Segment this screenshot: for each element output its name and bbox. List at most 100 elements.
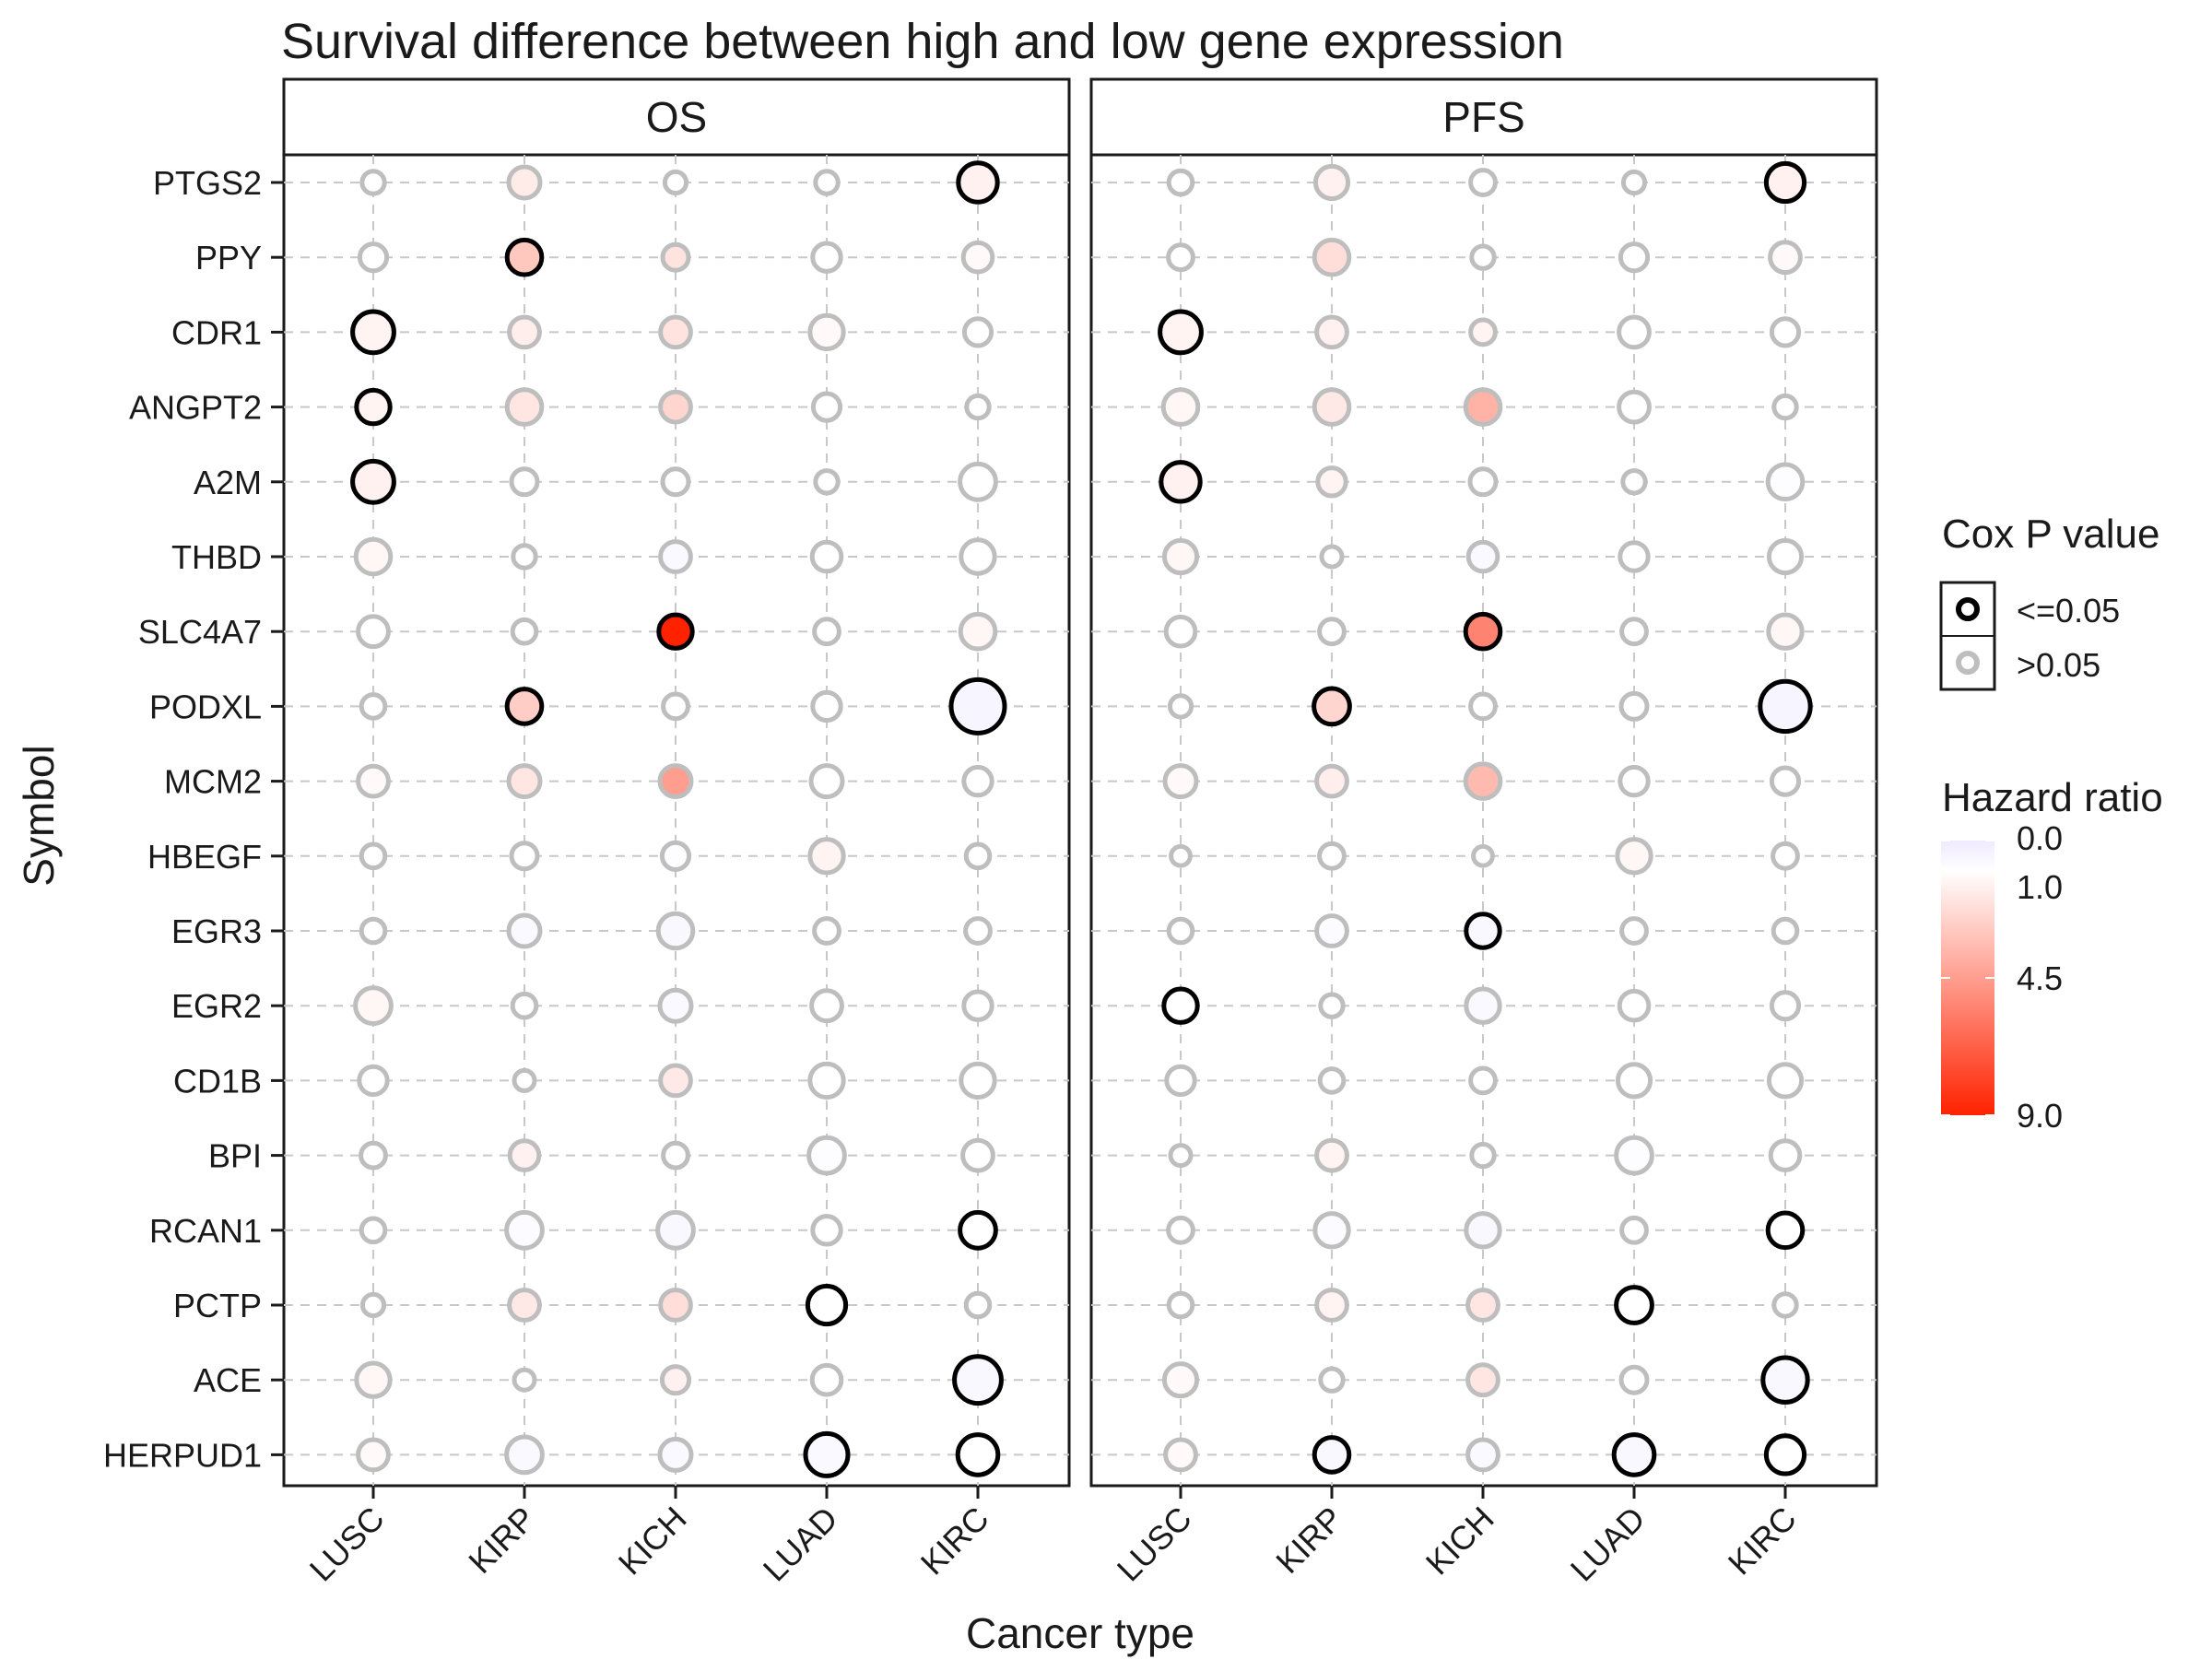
chart-title: Survival difference between high and low…	[281, 14, 1564, 69]
point-pfs-egr2-luad	[1617, 988, 1652, 1023]
y-tick-label-hbegf: HBEGF	[147, 838, 262, 876]
point-pfs-cdr1-luad	[1617, 314, 1652, 350]
point-pfs-cdr1-kich	[1468, 317, 1498, 347]
point-pfs-egr3-kirp	[1314, 913, 1349, 948]
point-pfs-cd1b-kirc	[1766, 1062, 1805, 1100]
y-tick-label-mcm2: MCM2	[164, 763, 262, 801]
point-os-bpi-lusc	[359, 1140, 388, 1171]
point-os-ace-kirp	[512, 1367, 537, 1393]
point-pfs-herpud1-luad	[1611, 1432, 1657, 1477]
point-pfs-slc4a7-kirp	[1317, 617, 1347, 647]
y-tick-label-thbd: THBD	[171, 538, 262, 576]
point-pfs-pctp-luad	[1614, 1285, 1654, 1325]
point-pfs-a2m-kirc	[1765, 462, 1806, 502]
point-pfs-ptgs2-luad	[1620, 169, 1648, 196]
point-os-pctp-lusc	[359, 1291, 387, 1319]
point-pfs-pctp-lusc	[1166, 1290, 1195, 1320]
y-tick-label-angpt2: ANGPT2	[129, 389, 262, 427]
point-os-angpt2-kirp	[504, 387, 545, 427]
point-pfs-thbd-kirc	[1766, 537, 1805, 576]
point-pfs-cd1b-lusc	[1164, 1064, 1197, 1098]
y-tick-label-egr2: EGR2	[171, 987, 262, 1025]
point-pfs-herpud1-kirp	[1312, 1435, 1352, 1475]
point-os-cd1b-luad	[807, 1061, 846, 1100]
point-pfs-cd1b-kich	[1468, 1065, 1498, 1096]
x-tick-label-os-kirc: KIRC	[913, 1500, 996, 1583]
point-pfs-rcan1-luad	[1619, 1215, 1649, 1245]
legend-hr-ticks: 0.0 1.0 4.5 9.0	[1941, 819, 2063, 1135]
x-tick-label-pfs-kirp: KIRP	[1268, 1500, 1349, 1581]
points-os	[350, 160, 1007, 1478]
point-os-angpt2-lusc	[354, 387, 393, 427]
point-os-pctp-kirp	[507, 1288, 542, 1323]
point-pfs-hbegf-luad	[1615, 837, 1653, 876]
point-os-cdr1-lusc	[350, 309, 396, 356]
legend-pvalue-title: Cox P value	[1942, 512, 2159, 557]
point-os-podxl-lusc	[359, 692, 388, 721]
point-os-cd1b-kirp	[512, 1067, 537, 1093]
y-tick-label-a2m: A2M	[194, 464, 262, 501]
point-pfs-ptgs2-kirc	[1763, 160, 1807, 205]
point-pfs-hbegf-kich	[1471, 843, 1495, 868]
point-os-egr3-kirc	[963, 916, 993, 946]
point-os-pctp-kich	[658, 1288, 693, 1323]
point-os-slc4a7-lusc	[356, 614, 391, 650]
grid-pfs	[1091, 155, 1877, 1486]
point-pfs-bpi-kirc	[1768, 1138, 1803, 1172]
point-pfs-ptgs2-lusc	[1166, 168, 1195, 197]
point-os-rcan1-lusc	[359, 1216, 388, 1245]
legend-sig-label: <=0.05	[2017, 592, 2120, 629]
point-os-ace-kich	[659, 1364, 692, 1396]
point-os-thbd-kich	[658, 539, 693, 574]
point-os-herpud1-lusc	[356, 1437, 391, 1473]
point-pfs-cdr1-kirp	[1314, 314, 1349, 350]
point-pfs-slc4a7-kich	[1463, 611, 1503, 652]
point-os-slc4a7-kirp	[510, 617, 539, 646]
point-pfs-herpud1-kirc	[1763, 1433, 1807, 1477]
point-pfs-egr2-kich	[1464, 986, 1502, 1025]
point-pfs-mcm2-luad	[1618, 764, 1651, 798]
point-os-ppy-lusc	[357, 241, 390, 274]
point-pfs-mcm2-kirc	[1769, 765, 1802, 797]
point-os-mcm2-kich	[657, 763, 694, 800]
point-os-ptgs2-luad	[813, 169, 841, 196]
point-pfs-bpi-luad	[1614, 1135, 1654, 1176]
point-pfs-podxl-lusc	[1167, 693, 1194, 720]
point-pfs-herpud1-kich	[1465, 1437, 1500, 1473]
point-pfs-egr3-kirc	[1771, 916, 1800, 946]
point-os-mcm2-luad	[808, 763, 845, 800]
x-tick-label-os-lusc: LUSC	[302, 1500, 392, 1589]
point-os-a2m-kirp	[509, 466, 540, 498]
point-pfs-ptgs2-kich	[1468, 168, 1498, 197]
point-os-egr2-kirp	[510, 991, 539, 1020]
y-tick-label-cd1b: CD1B	[173, 1062, 262, 1100]
point-pfs-pctp-kirc	[1771, 1291, 1799, 1319]
point-os-hbegf-kich	[659, 840, 692, 872]
point-pfs-ppy-lusc	[1166, 242, 1195, 273]
point-os-cdr1-luad	[807, 312, 846, 352]
point-pfs-rcan1-lusc	[1166, 1215, 1195, 1245]
point-os-slc4a7-kirc	[958, 611, 998, 652]
point-os-egr2-kirc	[961, 989, 994, 1022]
point-pfs-ace-kirp	[1318, 1366, 1346, 1394]
point-pfs-bpi-kirp	[1314, 1137, 1349, 1173]
point-os-egr3-kich	[655, 911, 696, 951]
point-os-thbd-kirc	[959, 537, 997, 576]
point-pfs-a2m-kirp	[1315, 465, 1348, 499]
point-pfs-slc4a7-luad	[1619, 617, 1649, 647]
point-pfs-ace-kirc	[1760, 1355, 1810, 1405]
hr-tick-label-1: 1.0	[2017, 868, 2063, 906]
point-os-egr3-lusc	[359, 916, 388, 946]
point-pfs-rcan1-kirp	[1312, 1211, 1351, 1250]
point-pfs-egr2-kirp	[1318, 992, 1346, 1019]
point-pfs-slc4a7-kirc	[1766, 612, 1805, 651]
point-pfs-egr2-kirc	[1769, 990, 1802, 1022]
point-pfs-mcm2-kirp	[1314, 763, 1349, 799]
facet-strip-os	[282, 77, 1071, 157]
point-os-podxl-luad	[810, 689, 843, 724]
point-os-ptgs2-lusc	[359, 169, 387, 196]
point-pfs-ace-kich	[1465, 1362, 1500, 1398]
point-pfs-thbd-lusc	[1161, 537, 1200, 576]
point-os-rcan1-luad	[810, 1214, 843, 1247]
